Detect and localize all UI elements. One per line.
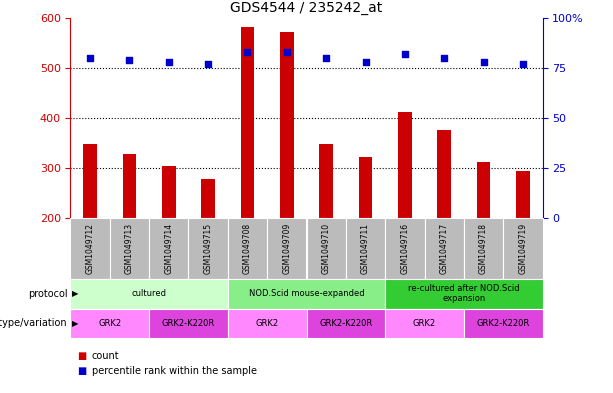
Point <box>243 49 253 55</box>
Bar <box>516 171 530 218</box>
Bar <box>306 218 346 279</box>
Text: GSM1049716: GSM1049716 <box>400 223 409 274</box>
Bar <box>359 157 372 218</box>
Text: GSM1049713: GSM1049713 <box>125 223 134 274</box>
Bar <box>189 218 228 279</box>
Bar <box>398 112 412 218</box>
Text: GSM1049710: GSM1049710 <box>322 223 330 274</box>
Text: re-cultured after NOD.Scid
expansion: re-cultured after NOD.Scid expansion <box>408 284 520 303</box>
Point <box>321 55 331 61</box>
Bar <box>267 218 306 279</box>
Title: GDS4544 / 235242_at: GDS4544 / 235242_at <box>230 1 383 15</box>
Text: GRK2: GRK2 <box>256 319 279 328</box>
Text: count: count <box>92 351 120 361</box>
Bar <box>149 309 228 338</box>
Bar <box>319 144 333 218</box>
Point <box>518 61 528 67</box>
Text: ■: ■ <box>77 351 86 361</box>
Bar <box>123 154 136 218</box>
Text: GRK2: GRK2 <box>413 319 436 328</box>
Point <box>360 59 370 65</box>
Point <box>164 59 173 65</box>
Point <box>479 59 489 65</box>
Bar <box>70 279 228 309</box>
Text: GRK2: GRK2 <box>98 319 121 328</box>
Bar <box>201 179 215 218</box>
Text: GSM1049715: GSM1049715 <box>204 223 213 274</box>
Bar <box>306 309 385 338</box>
Point <box>440 55 449 61</box>
Text: GRK2-K220R: GRK2-K220R <box>162 319 215 328</box>
Text: ▶: ▶ <box>72 319 78 328</box>
Bar <box>424 218 464 279</box>
Bar <box>241 27 254 218</box>
Bar <box>70 218 110 279</box>
Text: GSM1049719: GSM1049719 <box>519 223 527 274</box>
Bar <box>110 218 149 279</box>
Bar <box>346 218 385 279</box>
Point <box>124 57 134 63</box>
Text: cultured: cultured <box>132 289 167 298</box>
Text: GSM1049718: GSM1049718 <box>479 223 488 274</box>
Text: genotype/variation: genotype/variation <box>0 318 67 328</box>
Text: GRK2-K220R: GRK2-K220R <box>476 319 530 328</box>
Text: GSM1049709: GSM1049709 <box>283 223 291 274</box>
Point <box>282 49 292 55</box>
Bar <box>503 218 543 279</box>
Text: GSM1049717: GSM1049717 <box>440 223 449 274</box>
Bar <box>83 144 97 218</box>
Bar <box>437 130 451 218</box>
Text: GSM1049708: GSM1049708 <box>243 223 252 274</box>
Bar <box>162 166 176 218</box>
Point <box>85 55 95 61</box>
Text: GSM1049712: GSM1049712 <box>86 223 94 274</box>
Bar <box>228 309 306 338</box>
Text: ■: ■ <box>77 366 86 376</box>
Text: percentile rank within the sample: percentile rank within the sample <box>92 366 257 376</box>
Text: GSM1049711: GSM1049711 <box>361 223 370 274</box>
Bar <box>477 162 490 218</box>
Text: GRK2-K220R: GRK2-K220R <box>319 319 373 328</box>
Text: NOD.Scid mouse-expanded: NOD.Scid mouse-expanded <box>249 289 364 298</box>
Text: GSM1049714: GSM1049714 <box>164 223 173 274</box>
Bar <box>228 218 267 279</box>
Bar <box>385 279 543 309</box>
Bar <box>149 218 189 279</box>
Bar <box>464 309 543 338</box>
Text: ▶: ▶ <box>72 289 78 298</box>
Bar <box>228 279 385 309</box>
Bar <box>280 32 294 218</box>
Text: protocol: protocol <box>28 289 67 299</box>
Point <box>400 51 409 57</box>
Bar <box>464 218 503 279</box>
Bar <box>385 218 424 279</box>
Bar <box>70 309 149 338</box>
Bar <box>385 309 464 338</box>
Point <box>204 61 213 67</box>
